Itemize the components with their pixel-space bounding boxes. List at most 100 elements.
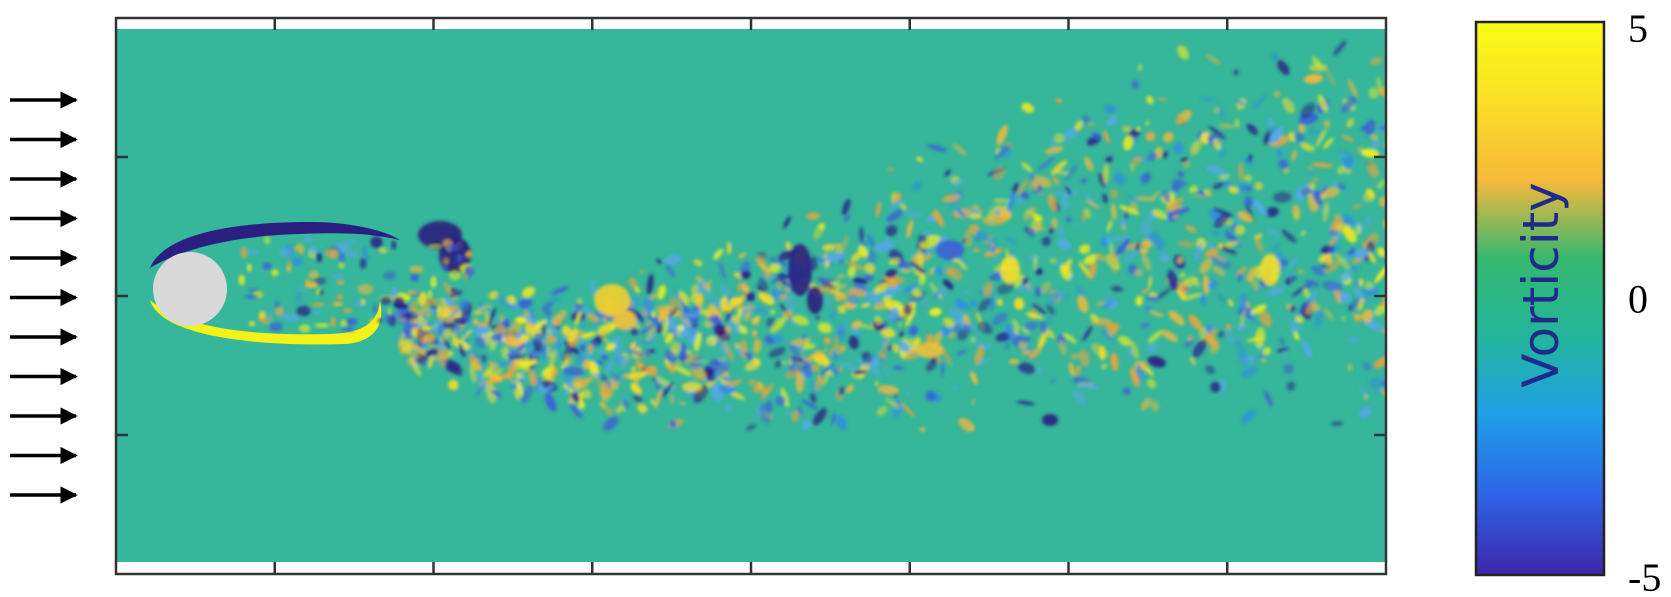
vortex-blob [1110, 203, 1117, 221]
vortex-blob [995, 332, 1012, 342]
vortex-blob [656, 258, 662, 265]
vortex-blob [1291, 284, 1309, 297]
vortex-blob [681, 381, 703, 393]
vortex-blob [1205, 333, 1219, 348]
wake-blob [330, 316, 336, 328]
vortex-blob [627, 307, 644, 320]
vortex-blob [674, 286, 679, 303]
vortex-blob [1131, 341, 1139, 360]
vortex-blob [956, 300, 965, 310]
vortex-blob [791, 410, 800, 422]
wake-blob [238, 274, 245, 286]
vortex-blob [750, 318, 759, 326]
vortex-blob [942, 317, 955, 328]
vortex-blob [927, 144, 948, 152]
vortex-blob [795, 361, 804, 373]
wake-blob [302, 237, 314, 243]
wake-blob [391, 240, 397, 250]
vortex-blob [1205, 53, 1221, 65]
wake-blob [299, 324, 311, 333]
vortex-blob [1357, 297, 1364, 311]
wake-blob [308, 245, 318, 257]
vortex-blob [602, 317, 608, 323]
vortex-blob [1041, 236, 1051, 247]
vortex-blob [516, 317, 527, 324]
vortex-blob [806, 212, 821, 220]
wake-blob [425, 321, 435, 327]
vortex-blob [593, 372, 604, 378]
vortex-blob [1156, 96, 1168, 102]
vortex-blob [1283, 363, 1294, 374]
vortex-blob [1322, 200, 1329, 223]
vortex-blob [1304, 74, 1323, 84]
vortex-blob [503, 372, 514, 380]
vortex-blob [1225, 323, 1232, 330]
wake-blob [305, 281, 319, 289]
wake-blob [295, 243, 304, 253]
vortex-blob [1171, 178, 1187, 188]
vortex-blob [1301, 187, 1312, 196]
vortex-blob [575, 376, 594, 389]
wake-blob [390, 286, 398, 299]
vortex-blob [880, 327, 896, 338]
vortex-blob [1315, 128, 1327, 148]
vortex-blob [451, 337, 461, 343]
wake-blob [442, 257, 450, 266]
vortex-blob [758, 277, 768, 293]
vortex-blob [520, 384, 534, 404]
vortex-blob [1383, 219, 1386, 231]
wake-detail [238, 236, 475, 334]
wake-blob [387, 307, 392, 316]
vortex-blob [940, 360, 945, 377]
vortex-blob [605, 408, 614, 416]
vortex-blob [491, 389, 502, 398]
vortex-blob [1166, 197, 1185, 209]
vortex-blob [1334, 213, 1340, 218]
vortex-blob [628, 371, 648, 380]
vortex-core [916, 342, 944, 358]
vortex-blob [1179, 272, 1186, 279]
vortex-blob [481, 360, 485, 370]
vortex-blob [884, 397, 901, 409]
vortex-blob [576, 337, 585, 345]
vortex-blob [956, 258, 968, 271]
vortex-blob [774, 360, 782, 369]
vortex-blob [1180, 157, 1189, 163]
vortex-blob [1162, 132, 1174, 143]
vortex-blob [679, 342, 687, 363]
vortex-blob [1188, 185, 1198, 194]
wake-blob [266, 310, 272, 323]
vortex-blob [906, 219, 914, 239]
vortex-blob [1276, 347, 1290, 353]
vortex-blob [874, 381, 879, 386]
wake-blob [316, 252, 322, 263]
vortex-blob [1161, 151, 1168, 159]
vortex-blob [1217, 123, 1237, 129]
vortex-blob [768, 257, 788, 267]
vortex-blob [878, 351, 887, 359]
vortex-blob [832, 350, 839, 361]
vortex-blob [747, 379, 756, 386]
vortex-blob [1145, 120, 1150, 127]
vortex-blob [1207, 280, 1218, 290]
vortex-blob [830, 310, 836, 321]
vortex-blob [1078, 261, 1093, 280]
vortex-blob [753, 338, 762, 355]
vortex-blob [1376, 179, 1386, 189]
vortex-blob [1301, 339, 1313, 358]
vortex-blob [1269, 135, 1289, 148]
vortex-blob [1341, 135, 1354, 142]
wake-blob [359, 258, 367, 269]
vortex-blob [497, 297, 516, 311]
vortex-blob [693, 384, 709, 403]
vortex-blob [616, 350, 626, 369]
vortex-blob [744, 352, 754, 361]
vortex-blob [770, 276, 782, 284]
vortex-blob [810, 256, 818, 271]
vortex-blob [889, 199, 902, 210]
lower-shear-layer [150, 300, 382, 345]
vortex-blob [1138, 64, 1142, 71]
vortex-blob [1085, 200, 1101, 209]
vortex-blob [1319, 263, 1329, 269]
vortex-blob [1105, 322, 1120, 331]
